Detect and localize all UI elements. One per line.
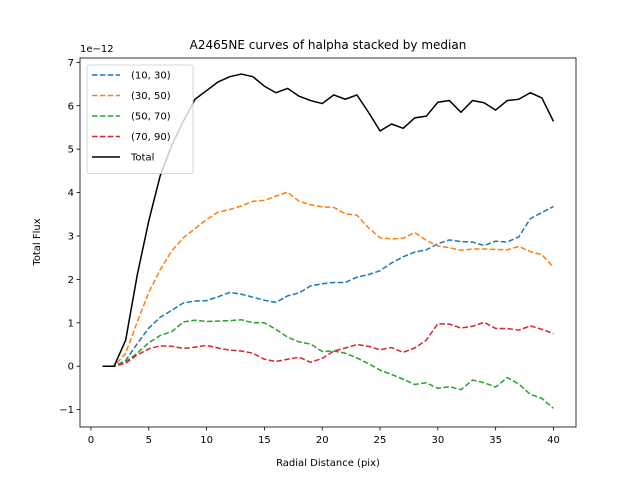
y-tick-label: −1 [59,405,74,416]
series-line-70-90 [102,321,554,367]
legend-label: (50, 70) [131,112,171,123]
legend-box [86,64,194,174]
x-axis: 0 5 10 15 20 25 30 35 40 [88,427,560,446]
chart-title: A2465NE curves of halpha stacked by medi… [190,38,467,52]
x-tick-label: 5 [146,435,152,446]
y-tick-label: 1 [68,318,74,329]
x-tick-label: 35 [489,435,502,446]
x-tick-label: 20 [316,435,329,446]
y-tick-label: 7 [68,58,74,69]
y-offset-label: 1e−12 [80,44,114,55]
series-line-10-30 [102,205,554,367]
x-tick-label: 30 [431,435,444,446]
y-tick-label: 5 [68,145,74,156]
series-line-50-70 [102,319,554,409]
x-tick-label: 10 [200,435,213,446]
plot-frame [79,57,577,428]
x-tick-label: 0 [88,435,94,446]
y-tick-label: 2 [68,275,74,286]
legend: (10, 30) (30, 50) (50, 70) (70, 90) Total [86,64,194,174]
x-tick-label: 40 [547,435,560,446]
x-tick-label: 15 [258,435,271,446]
legend-label: (70, 90) [131,132,171,143]
series-line-30-50 [102,191,555,367]
y-tick-label: 0 [68,362,74,373]
y-tick-label: 3 [68,231,74,242]
y-axis-label: Total Flux [32,218,43,266]
y-axis: −1 0 1 2 3 4 5 6 7 [59,58,80,416]
legend-label: (30, 50) [131,91,171,102]
y-tick-label: 4 [68,188,74,199]
x-tick-label: 25 [374,435,387,446]
legend-label: (10, 30) [131,71,171,82]
y-tick-label: 6 [68,101,74,112]
x-axis-label: Radial Distance (pix) [276,458,380,469]
legend-label: Total [130,153,154,164]
